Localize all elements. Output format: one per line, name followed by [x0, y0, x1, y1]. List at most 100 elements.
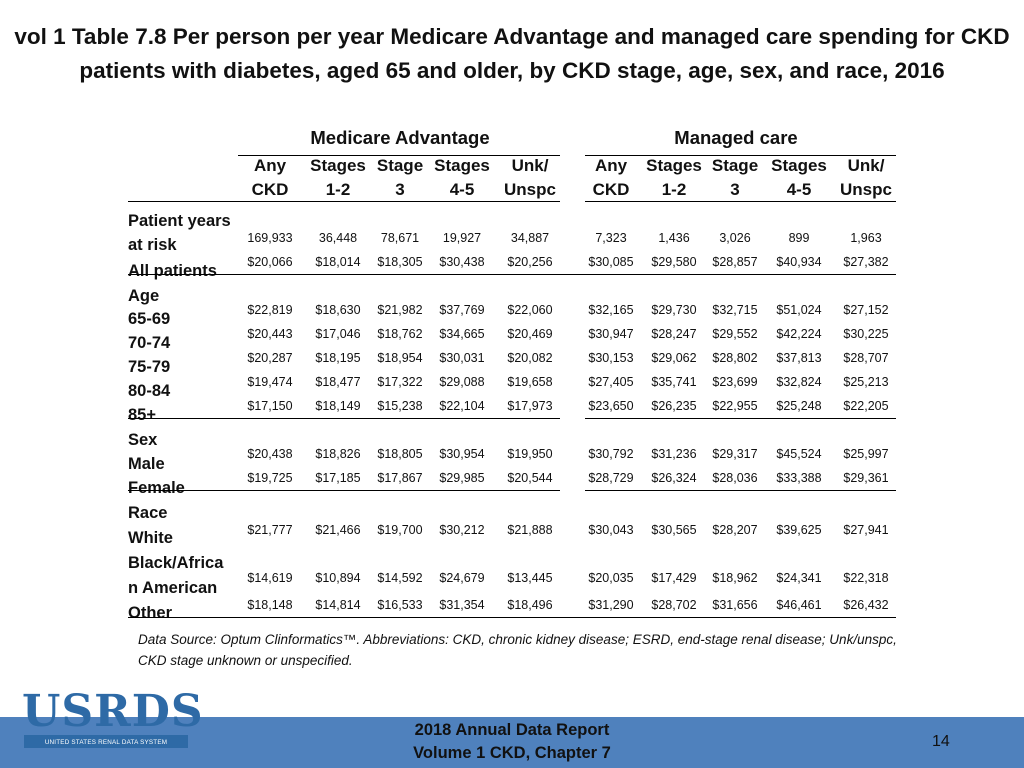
table-cell: $26,432 [843, 598, 889, 612]
row-label: Sex [128, 431, 158, 449]
table-cell: 19,927 [442, 231, 482, 245]
table-cell: $29,730 [651, 303, 697, 317]
table-cell: 169,933 [247, 231, 293, 245]
column-header: 4-5 [786, 180, 812, 199]
table-cell: $51,024 [776, 303, 822, 317]
table-cell: $19,950 [507, 447, 553, 461]
table-rule [585, 155, 896, 157]
table-cell: $22,318 [843, 571, 889, 585]
table-cell: $31,656 [712, 598, 758, 612]
table-cell: $21,466 [315, 523, 361, 537]
column-header: Stages [434, 156, 490, 175]
table-cell: $17,429 [651, 571, 697, 585]
table-cell: $28,802 [712, 351, 758, 365]
column-header: 1-2 [325, 180, 351, 199]
table-cell: $28,036 [712, 471, 758, 485]
table-cell: $27,405 [588, 375, 634, 389]
table-cell: $20,443 [247, 327, 293, 341]
table-cell: $22,104 [439, 399, 485, 413]
table-cell: 899 [788, 231, 810, 245]
table-cell: 34,887 [510, 231, 550, 245]
table-cell: $30,225 [843, 327, 889, 341]
table-cell: $27,382 [843, 255, 889, 269]
table-cell: $17,867 [377, 471, 423, 485]
table-rule [128, 201, 560, 203]
table-cell: $19,474 [247, 375, 293, 389]
logo-rule [24, 735, 188, 738]
table-cell: $20,066 [247, 255, 293, 269]
table-cell: $22,060 [507, 303, 553, 317]
table-cell: $29,580 [651, 255, 697, 269]
group-header: Medicare Advantage [310, 127, 490, 148]
table-cell: $42,224 [776, 327, 822, 341]
table-cell: $28,702 [651, 598, 697, 612]
table-cell: $15,238 [377, 399, 423, 413]
table-cell: $18,630 [315, 303, 361, 317]
data-source-note: Data Source: Optum Clinformatics™. Abbre… [138, 632, 897, 668]
table-cell: $21,982 [377, 303, 423, 317]
table-rule [238, 155, 560, 157]
table-cell: 78,671 [380, 231, 420, 245]
table-cell: $20,287 [247, 351, 293, 365]
column-header: 3 [395, 180, 405, 199]
table-cell: $20,256 [507, 255, 553, 269]
table-cell: $17,150 [247, 399, 293, 413]
table-cell: $20,544 [507, 471, 553, 485]
table-rule [128, 490, 560, 492]
table-cell: $29,062 [651, 351, 697, 365]
table-cell: $33,388 [776, 471, 822, 485]
table-cell: $30,153 [588, 351, 634, 365]
row-label: Race [128, 504, 168, 522]
page-number: 14 [932, 733, 950, 750]
column-header: Unspc [840, 180, 892, 199]
table-rule [585, 418, 896, 420]
footer-caption: 2018 Annual Data Report Volume 1 CKD, Ch… [0, 719, 1024, 765]
usrds-logo: USRDS UNITED STATES RENAL DATA SYSTEM [22, 688, 203, 748]
column-header: Stages [646, 156, 702, 175]
footer-volume-chapter: Volume 1 CKD, Chapter 7 [413, 744, 611, 762]
column-header: Stage [376, 156, 424, 175]
table-cell: $18,195 [315, 351, 361, 365]
page-title: vol 1 Table 7.8 Per person per year Medi… [14, 24, 1010, 83]
table-cell: $18,149 [315, 399, 361, 413]
table-cell: $22,205 [843, 399, 889, 413]
table-cell: $20,438 [247, 447, 293, 461]
table-cell: 7,323 [595, 231, 627, 245]
table-cell: $18,148 [247, 598, 293, 612]
table-cell: $29,552 [712, 327, 758, 341]
table-cell: $10,894 [315, 571, 361, 585]
table-cell: $32,165 [588, 303, 634, 317]
table-cell: $37,813 [776, 351, 822, 365]
row-label: 75-79 [128, 358, 171, 376]
table-cell: $34,665 [439, 327, 485, 341]
table-cell: $26,235 [651, 399, 697, 413]
column-header: Unspc [504, 180, 556, 199]
table-cell: $18,762 [377, 327, 423, 341]
table-cell: $19,700 [377, 523, 423, 537]
table-cell: $28,207 [712, 523, 758, 537]
table-cell: $18,477 [315, 375, 361, 389]
group-header: Managed care [674, 127, 798, 148]
table-cell: $30,085 [588, 255, 634, 269]
table-cell: $29,361 [843, 471, 889, 485]
table-cell: $17,046 [315, 327, 361, 341]
table-cell: $30,438 [439, 255, 485, 269]
row-label: at risk [128, 236, 177, 254]
table-cell: $26,324 [651, 471, 697, 485]
table-cell: $23,699 [712, 375, 758, 389]
table-cell: $37,769 [439, 303, 485, 317]
table-cell: $30,043 [588, 523, 634, 537]
row-label: 65-69 [128, 310, 171, 328]
table-cell: $27,941 [843, 523, 889, 537]
table-cell: $29,317 [712, 447, 758, 461]
table-cell: $30,947 [588, 327, 634, 341]
table-cell: $21,888 [507, 523, 553, 537]
table-cell: $30,954 [439, 447, 485, 461]
footer-report-title: 2018 Annual Data Report [414, 721, 610, 739]
table-cell: $24,341 [776, 571, 822, 585]
column-header: Stages [310, 156, 366, 175]
table-cell: $18,826 [315, 447, 361, 461]
table-cell: $46,461 [776, 598, 822, 612]
table-rule [585, 490, 896, 492]
